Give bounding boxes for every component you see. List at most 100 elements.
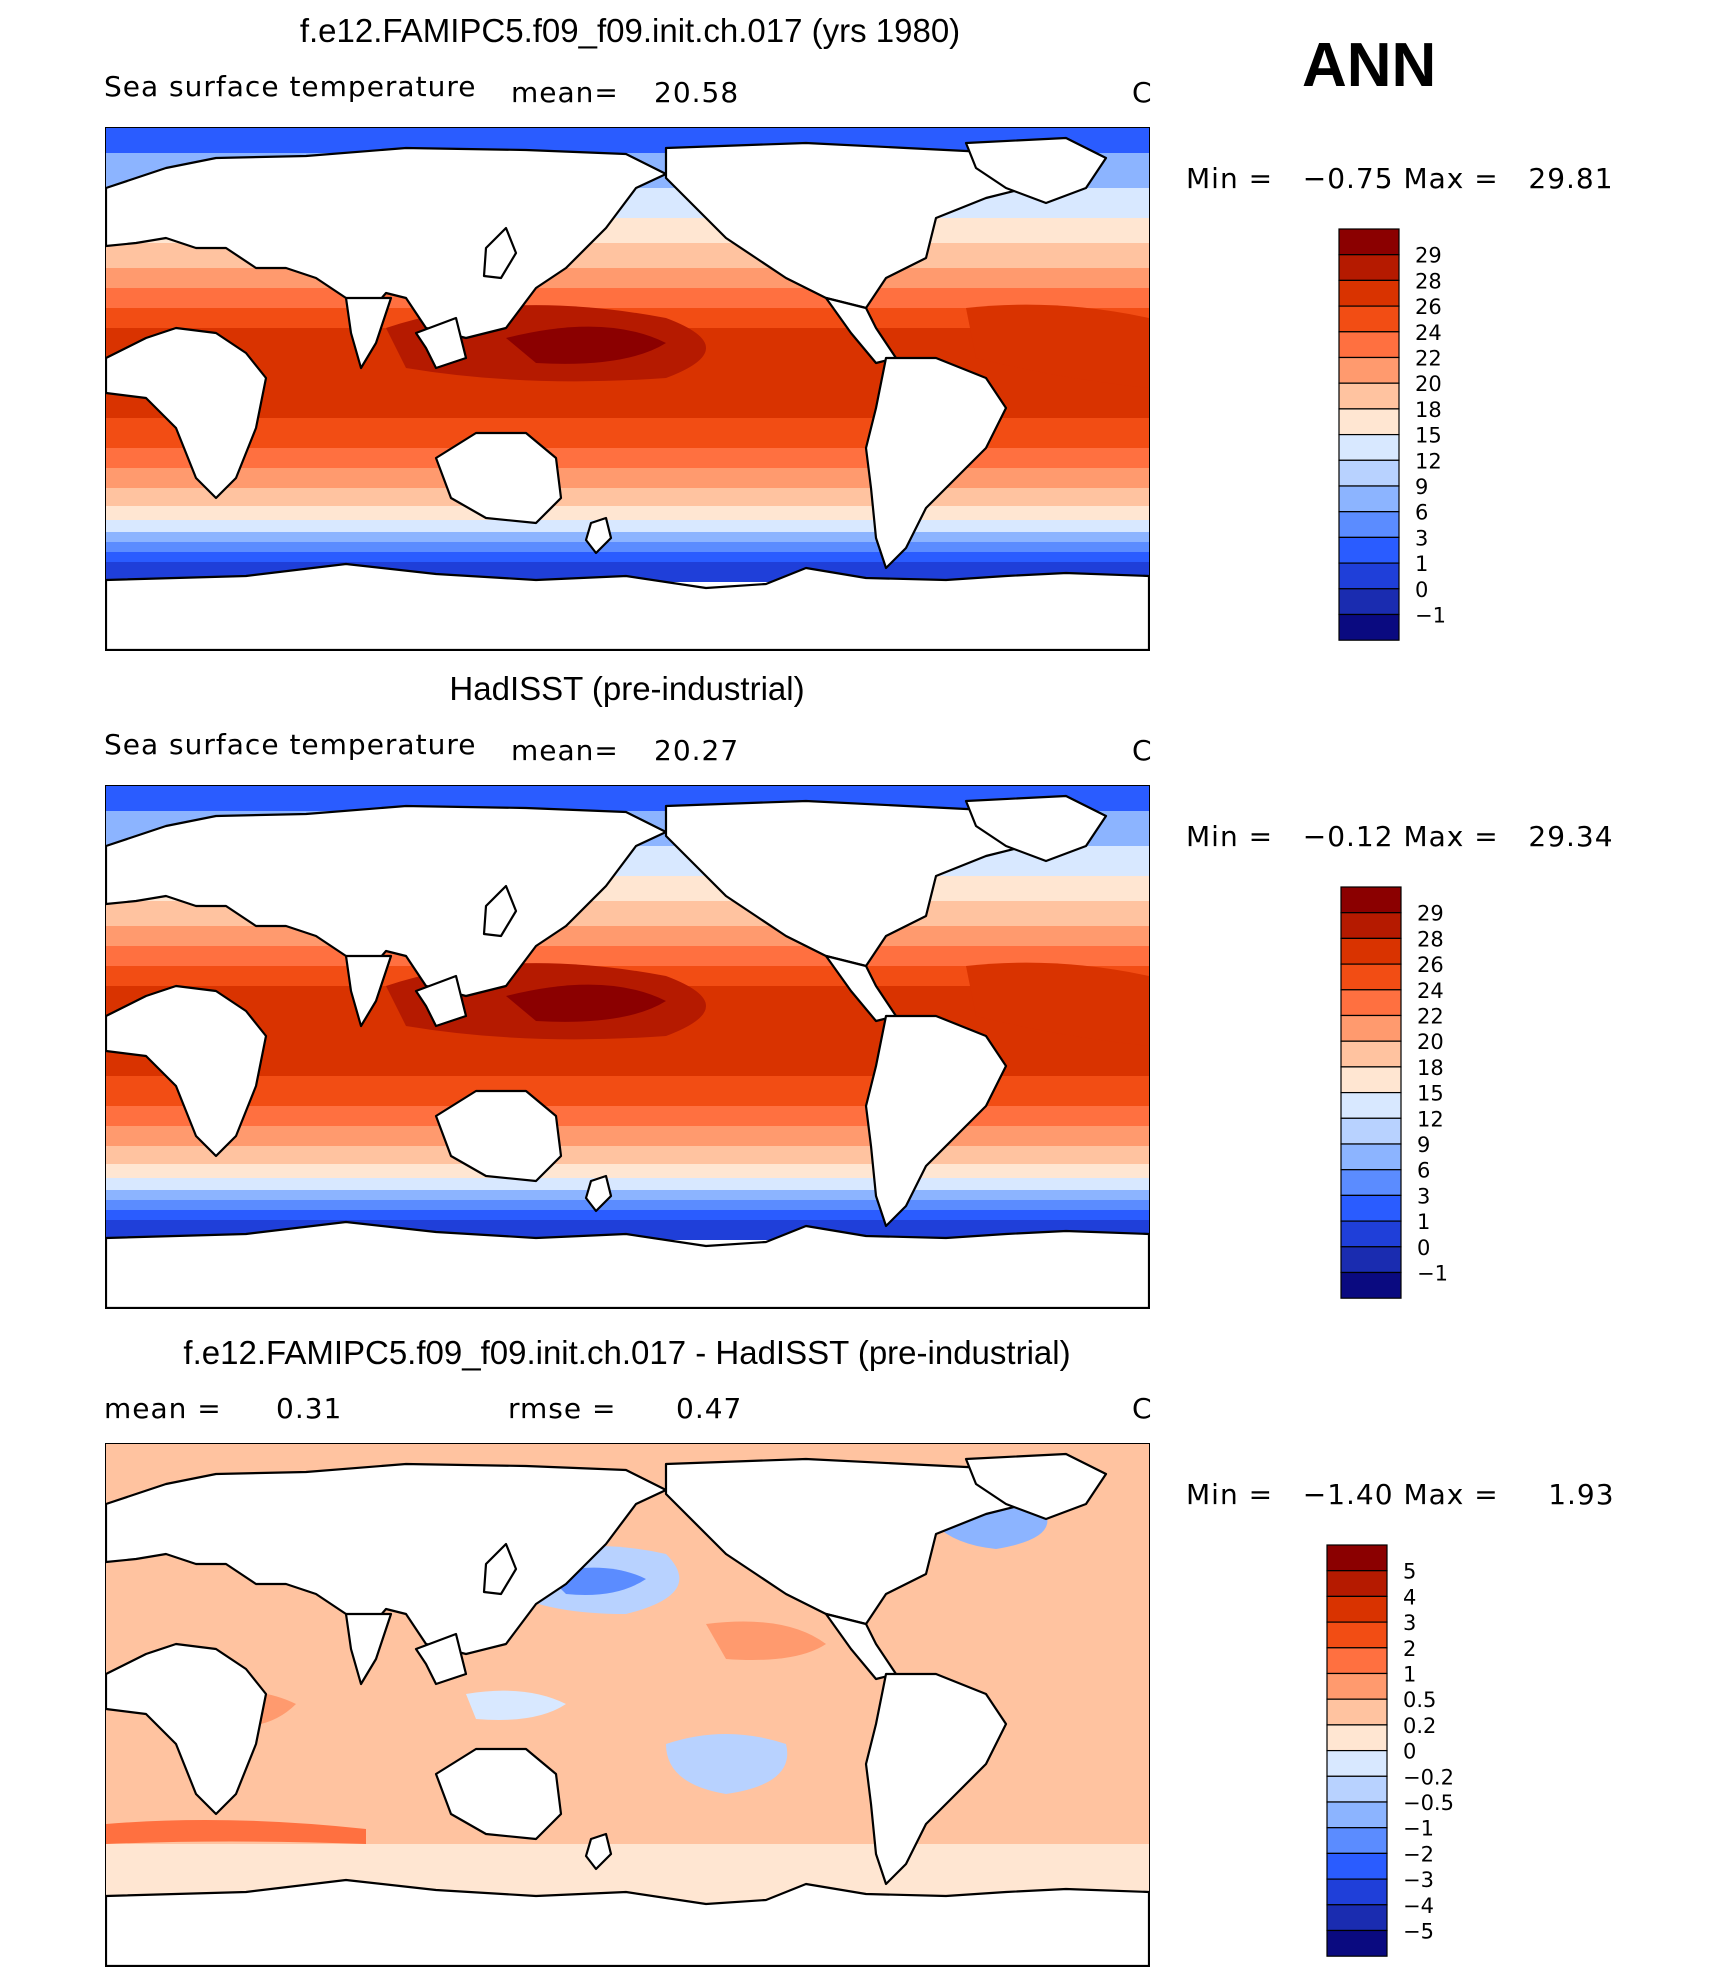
land-se-asia	[414, 316, 468, 370]
land-greenland	[964, 1452, 1108, 1521]
colorbar-tick-label: 12	[1415, 449, 1442, 473]
colorbar-segment	[1338, 485, 1400, 513]
colorbar-segment	[1326, 1904, 1388, 1932]
land-japan	[482, 226, 518, 280]
panel-3-rmse-label: rmse =	[508, 1392, 617, 1425]
panel-2-units: C	[1132, 734, 1153, 767]
season-label: ANN	[1302, 31, 1437, 100]
land-se-asia	[414, 974, 468, 1028]
panel-3-range: Min = −1.40 Max = 1.93	[1186, 1478, 1615, 1511]
colorbar-segment	[1338, 305, 1400, 333]
colorbar-segment	[1340, 963, 1402, 991]
land-africa	[106, 326, 268, 500]
colorbar-tick-label: 28	[1417, 927, 1444, 951]
panel-3-units: C	[1132, 1392, 1153, 1425]
colorbar-tick-label: 0	[1415, 578, 1428, 602]
colorbar-segment	[1326, 1724, 1388, 1752]
colorbar-tick-label: 24	[1415, 321, 1442, 345]
colorbar-segment	[1340, 989, 1402, 1017]
colorbar-tick-label: 22	[1417, 1004, 1444, 1028]
colorbar-tick-label: 6	[1417, 1159, 1430, 1183]
map-svg	[106, 1444, 1149, 1966]
colorbar-segment	[1338, 536, 1400, 564]
colorbar-tick-label: −4	[1403, 1894, 1434, 1918]
colorbar-tick-label: 0	[1403, 1740, 1416, 1764]
land-india	[344, 296, 393, 370]
panel-3-mean-value: 0.31	[276, 1392, 343, 1425]
land-antarctica	[106, 1220, 1149, 1308]
land-india	[344, 1612, 393, 1686]
colorbar-tick-label: 3	[1403, 1611, 1416, 1635]
panel-2-range: Min = −0.12 Max = 29.34	[1186, 820, 1614, 853]
panel-1-variable-label: Sea surface temperature	[104, 70, 477, 103]
panel-2-mean-value: 20.27	[654, 734, 740, 767]
land-antarctica	[106, 562, 1149, 650]
colorbar-segment	[1338, 356, 1400, 384]
panel-1-mean-value: 20.58	[654, 76, 740, 109]
colorbar-segment	[1338, 408, 1400, 436]
land-south-america	[864, 1672, 1008, 1886]
colorbar-segment	[1338, 459, 1400, 487]
land-australia	[434, 1747, 563, 1841]
colorbar-segment	[1340, 1014, 1402, 1042]
diff-anomaly	[466, 1690, 566, 1720]
land-africa	[106, 1642, 268, 1816]
colorbar-segment	[1326, 1775, 1388, 1803]
colorbar-segment	[1340, 886, 1402, 914]
colorbar-segment	[1338, 562, 1400, 590]
warm-pool	[966, 304, 1149, 388]
colorbar-segment	[1340, 1194, 1402, 1222]
colorbar-segment	[1326, 1749, 1388, 1777]
land-india	[344, 954, 393, 1028]
panel-1-title: f.e12.FAMIPC5.f09_f09.init.ch.017 (yrs 1…	[299, 12, 961, 49]
colorbar-tick-label: −0.2	[1403, 1765, 1454, 1789]
warm-pool	[966, 962, 1149, 1046]
colorbar-segment	[1338, 511, 1400, 538]
colorbar-segment	[1326, 1595, 1388, 1623]
panel-3-mean-label: mean =	[104, 1392, 222, 1425]
colorbar-segment	[1338, 331, 1400, 359]
diff-anomaly	[706, 1621, 826, 1660]
colorbar-segment	[1340, 1271, 1402, 1299]
colorbar-segment	[1326, 1801, 1388, 1829]
colorbar-tick-label: 9	[1417, 1133, 1430, 1157]
colorbar-tick-label: 15	[1415, 424, 1442, 448]
colorbar-tick-label: 1	[1417, 1210, 1430, 1234]
colorbar-segment	[1340, 1169, 1402, 1196]
warm-pool	[506, 326, 666, 364]
colorbar-tick-label: −1	[1415, 603, 1446, 627]
diff-anomaly	[666, 1734, 788, 1794]
colorbar-tick-label: 18	[1417, 1056, 1444, 1080]
colorbar-segment	[1340, 1220, 1402, 1248]
land-greenland	[964, 136, 1108, 205]
colorbar-tick-label: 5	[1403, 1560, 1416, 1584]
colorbar-tick-label: −1	[1403, 1817, 1434, 1841]
colorbar-tick-label: 22	[1415, 346, 1442, 370]
panel-1-map	[105, 127, 1150, 651]
colorbar-segment	[1338, 382, 1400, 410]
colorbar-tick-label: 15	[1417, 1082, 1444, 1106]
panel-1-colorbar: 29 28 26 24 22 20 18 15 12 9 6 3 1 0 −1	[1338, 228, 1518, 643]
panel-3-colorbar: 5 4 3 2 1 0.5 0.2 0 −0.2 −0.5 −1 −2 −3 −4 −5	[1326, 1544, 1506, 1959]
panel-2-title: HadISST (pre-industrial)	[449, 670, 805, 707]
colorbar-tick-label: 1	[1403, 1662, 1416, 1686]
colorbar-tick-label: 0.2	[1403, 1714, 1436, 1738]
colorbar-segment	[1326, 1621, 1388, 1649]
colorbar-segment	[1340, 1040, 1402, 1068]
panel-1-range: Min = −0.75 Max = 29.81	[1186, 162, 1614, 195]
colorbar-tick-label: 20	[1415, 372, 1442, 396]
panel-2-mean-label: mean=	[511, 734, 619, 767]
colorbar-tick-label: 1	[1415, 552, 1428, 576]
colorbar-tick-label: 3	[1417, 1184, 1430, 1208]
colorbar-segment	[1326, 1647, 1388, 1675]
colorbar-segment	[1338, 433, 1400, 461]
land-south-america	[864, 1014, 1008, 1228]
panel-1-mean-label: mean=	[511, 76, 619, 109]
map-svg	[106, 128, 1149, 650]
colorbar-tick-label: 12	[1417, 1107, 1444, 1131]
colorbar-tick-label: −5	[1403, 1919, 1434, 1943]
land-new-zealand	[584, 1832, 613, 1871]
colorbar-tick-label: 29	[1415, 244, 1442, 268]
warm-pool	[506, 984, 666, 1022]
